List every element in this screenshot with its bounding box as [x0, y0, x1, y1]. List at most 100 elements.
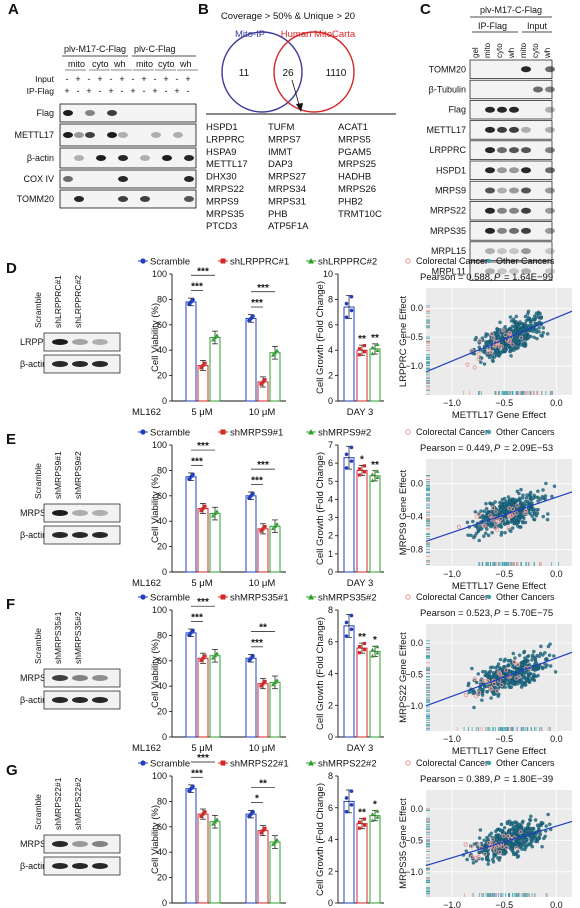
data-point	[251, 491, 255, 496]
scatter-point	[487, 833, 492, 837]
blot-band	[74, 155, 84, 161]
panelC-lane-label: wh	[507, 48, 516, 59]
viab-y-label: Cell Viability (%)	[150, 303, 161, 372]
growth-y-label: Cell Growth (Fold Change)	[315, 452, 326, 565]
scatter-point	[517, 823, 521, 827]
scatter-point	[479, 509, 483, 513]
ipflag-sign: -	[77, 86, 80, 96]
scatter-point	[511, 338, 516, 343]
row-E: Scramble shMRPS9#1 shMRPS9#2 Scramble shMRPS…	[20, 427, 573, 592]
corr-legend-entry: Other Cancers	[496, 592, 555, 602]
gene-name: PHB	[268, 209, 288, 220]
scatter-point	[508, 822, 513, 827]
ipflag-sign: -	[143, 86, 146, 96]
scatter-point	[552, 484, 557, 488]
legend-entry: shMRPS9#2	[318, 428, 371, 439]
colorectal-point	[492, 344, 497, 349]
treatment-label: ML162	[132, 578, 161, 589]
scatter-point	[513, 841, 518, 845]
scatter-point	[541, 653, 545, 657]
p-value: = 5.70E−75	[504, 608, 553, 619]
wb-lane-label: shMRPS22#2	[73, 777, 83, 830]
scatter-point	[521, 493, 525, 497]
panelC-blot-label: β-Tubulin	[429, 85, 466, 95]
scatter-point	[539, 644, 543, 649]
scatter-point	[520, 663, 525, 667]
viab-bar	[257, 830, 269, 904]
growth-y-tick: 5	[328, 476, 333, 486]
scatter-point	[473, 690, 477, 695]
data-point	[215, 817, 219, 822]
panelA-fraction-label: mito	[68, 59, 85, 69]
data-point	[344, 466, 349, 470]
colorectal-point	[477, 338, 483, 343]
panelC-blot-label: MRPS35	[430, 226, 466, 236]
scatter-point	[529, 507, 534, 512]
scatter-point	[525, 837, 529, 842]
scatter-point	[486, 837, 490, 841]
blot-band	[92, 339, 108, 345]
scatter-point	[512, 850, 516, 855]
gene-name: MRPS26	[338, 184, 376, 195]
scatter-x-tick: −1.0	[443, 569, 461, 579]
scatter-point	[543, 657, 548, 662]
scatter-point	[495, 827, 500, 832]
growth-y-tick: 1	[328, 549, 333, 559]
blot-band	[140, 155, 150, 161]
data-point	[191, 628, 195, 633]
scatter-point	[499, 533, 503, 537]
corr-legend-entry: Other Cancers	[496, 758, 555, 768]
input-sign: -	[176, 74, 179, 84]
scatter-point	[484, 672, 488, 677]
data-point	[370, 345, 375, 350]
scatter-point	[502, 496, 507, 501]
gene-name: HSPA9	[206, 147, 236, 158]
colorectal-point	[497, 344, 503, 349]
data-point	[201, 506, 205, 511]
data-point	[273, 524, 277, 528]
scatter-point	[502, 507, 506, 512]
data-point	[362, 823, 367, 827]
data-point	[271, 526, 275, 531]
data-point	[362, 817, 367, 821]
scatter-point	[486, 341, 490, 346]
legend-entry: shMRPS35#1	[230, 593, 289, 604]
corr-legend-entry: Other Cancers	[496, 256, 555, 266]
input-sign: -	[66, 74, 69, 84]
scatter-point	[508, 678, 512, 683]
data-point	[357, 651, 362, 655]
venn-count-right: 1110	[326, 68, 347, 79]
data-point	[211, 337, 215, 342]
colorectal-point	[463, 692, 469, 698]
input-sign: -	[132, 74, 135, 84]
scatter-x-tick: −1.0	[443, 734, 461, 744]
scatter-point	[517, 653, 522, 658]
scatter-point	[534, 330, 539, 334]
data-point	[375, 644, 380, 649]
scatter-point	[516, 498, 520, 503]
scatter-y-label: LRPPRC Gene Effect	[398, 296, 409, 388]
wb-protein-label: LRPPRC	[20, 337, 57, 347]
legend-marker	[308, 258, 314, 264]
blot-band	[173, 132, 183, 138]
viab-bar	[209, 337, 221, 402]
blot-band	[485, 106, 495, 113]
scatter-point	[478, 828, 483, 832]
scatter-point	[520, 513, 525, 517]
viab-y-label: Cell Viability (%)	[150, 805, 161, 874]
scatter-point	[514, 314, 519, 319]
panelA-fraction-label: wh	[113, 59, 126, 69]
colorectal-point	[494, 688, 500, 694]
colorectal-point	[486, 350, 491, 355]
data-point	[349, 627, 354, 632]
blot-band	[545, 207, 555, 214]
sig-marker: ***	[191, 456, 203, 467]
scatter-point	[478, 527, 483, 532]
colorectal-point	[506, 525, 511, 531]
scatter-x-tick: −0.5	[495, 569, 513, 579]
sig-marker: *	[360, 454, 364, 465]
panelC-lane-label: gel	[471, 47, 480, 58]
wb-lane-label: shMRPS9#1	[53, 451, 63, 499]
scatter-point	[499, 507, 503, 512]
scatter-point	[503, 348, 507, 352]
